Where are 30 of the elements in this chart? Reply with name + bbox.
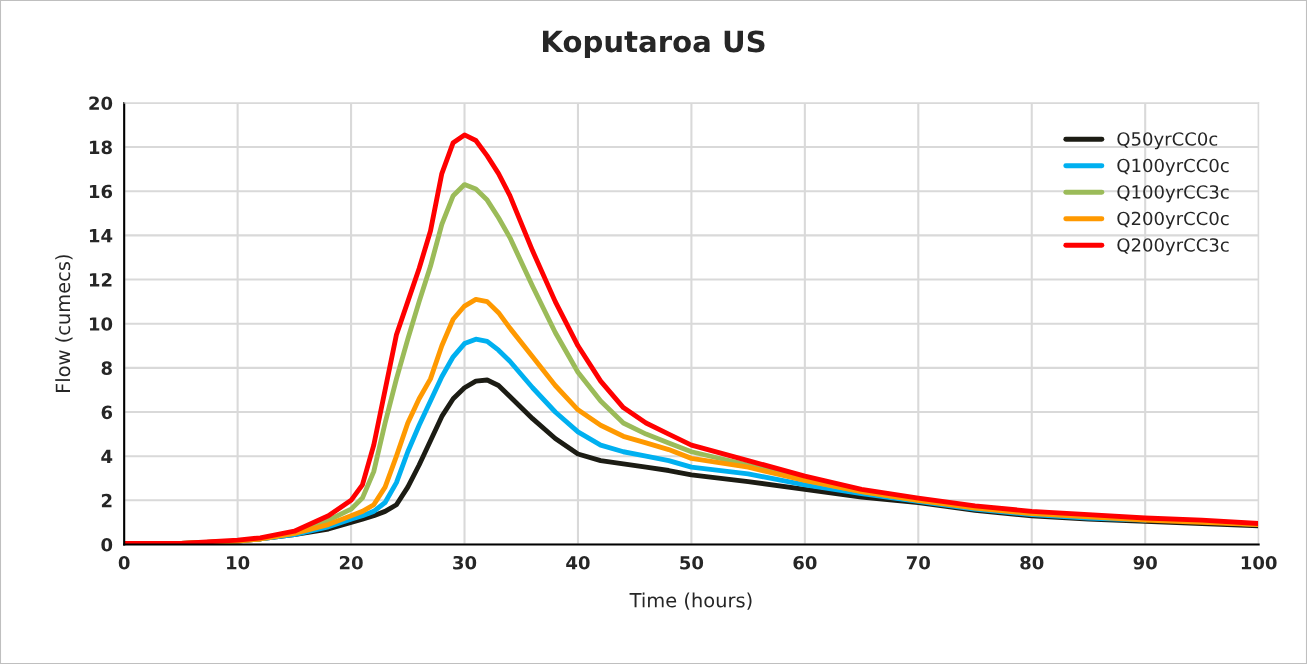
legend-label: Q50yrCC0c: [1117, 132, 1218, 150]
x-tick-label: 60: [793, 555, 817, 570]
legend-label: Q100yrCC0c: [1117, 158, 1229, 176]
x-tick-label: 70: [906, 555, 930, 570]
y-tick-label: 8: [101, 361, 112, 375]
x-tick-label: 0: [118, 555, 130, 570]
x-axis-title: Time (hours): [629, 592, 752, 610]
y-tick-label: 20: [89, 96, 113, 111]
y-tick-label: 0: [101, 537, 113, 552]
x-tick-label: 20: [339, 555, 363, 570]
y-tick-label: 4: [101, 449, 113, 464]
y-tick-label: 14: [89, 229, 113, 243]
y-tick-label: 2: [101, 493, 112, 508]
y-tick-label: 16: [89, 184, 113, 199]
y-tick-label: 6: [101, 405, 113, 420]
x-tick-label: 80: [1020, 555, 1044, 570]
y-axis-title: Flow (cumecs): [55, 255, 73, 393]
legend-label: Q100yrCC3c: [1117, 185, 1229, 203]
x-tick-label: 100: [1241, 555, 1277, 570]
x-tick-label: 30: [453, 555, 477, 570]
y-tick-label: 12: [89, 273, 112, 287]
chart-title: Koputaroa US: [543, 30, 765, 59]
x-tick-label: 40: [566, 555, 590, 570]
x-tick-label: 90: [1133, 555, 1157, 570]
y-tick-label: 18: [89, 140, 112, 155]
y-tick-label: 10: [89, 317, 113, 331]
legend-label: Q200yrCC0c: [1117, 211, 1229, 229]
legend-label: Q200yrCC3c: [1117, 238, 1229, 256]
x-tick-label: 50: [680, 555, 704, 570]
x-tick-label: 10: [227, 555, 250, 570]
